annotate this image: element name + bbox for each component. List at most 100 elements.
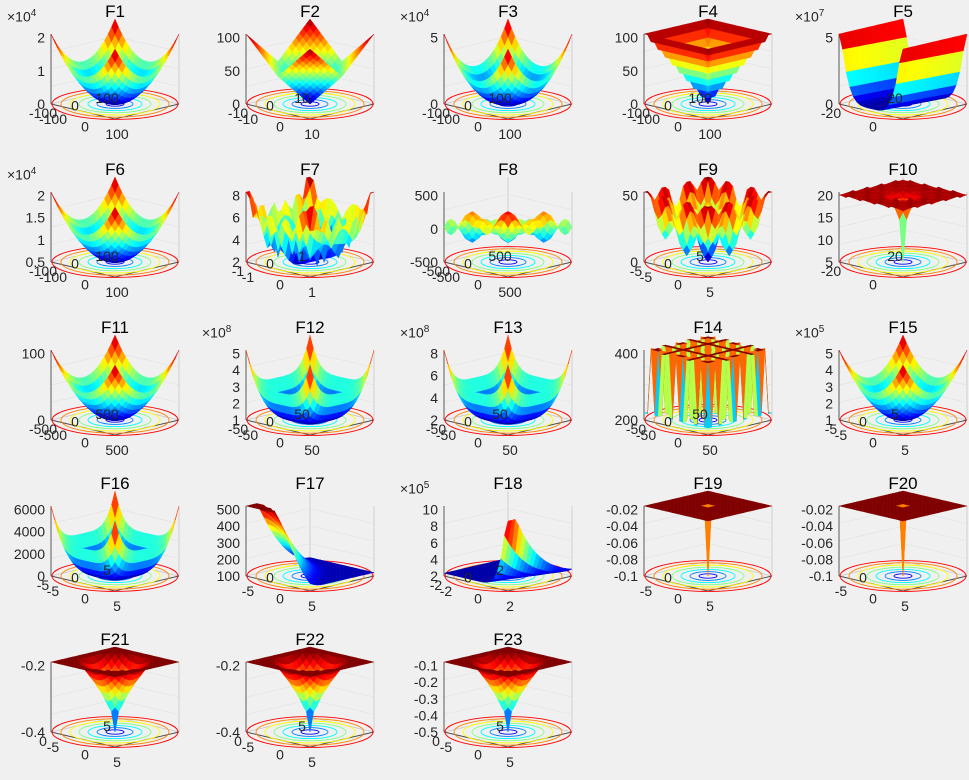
z-tick-label: 8 <box>430 346 438 362</box>
z-exponent-label: ×104 <box>7 8 36 25</box>
z-exponent-base: ×10 <box>400 9 424 25</box>
x-tick-label: 0 <box>674 119 682 135</box>
x-tick-label: 100 <box>498 126 522 142</box>
axis-line <box>508 195 572 210</box>
subplot-title: F11 <box>45 318 185 338</box>
axis-line <box>903 230 967 245</box>
z-exponent-label: ×108 <box>202 324 231 341</box>
surface-mesh <box>246 19 374 104</box>
surface-mesh <box>444 335 572 424</box>
subplot-title: F13 <box>438 318 578 338</box>
y-tick-label: -100 <box>622 105 650 121</box>
x-tick-label: 100 <box>105 284 129 300</box>
z-tick-label: 10 <box>817 232 833 248</box>
x-tick-label: 0 <box>869 119 877 135</box>
y-tick-label: 0 <box>464 414 472 430</box>
y-tick-label: -10 <box>228 105 248 121</box>
y-tick-label: 0 <box>266 256 274 272</box>
subplot-title: F9 <box>638 160 778 180</box>
y-tick-label: 0 <box>664 256 672 272</box>
y-tick-label: -100 <box>29 105 57 121</box>
subplot-title: F6 <box>45 160 185 180</box>
z-tick-label: 5 <box>430 30 438 46</box>
y-tick-label: 10 <box>294 90 310 106</box>
x-tick-label: 100 <box>105 126 129 142</box>
z-exponent-label: ×107 <box>795 8 824 25</box>
x-tick-label: 0 <box>81 435 89 451</box>
x-tick-label: 500 <box>105 442 129 458</box>
z-tick-label: 20 <box>817 188 833 204</box>
z-exponent-power: 4 <box>31 8 37 19</box>
y-tick-label: 100 <box>95 248 119 264</box>
x-tick-label: 1 <box>308 284 316 300</box>
y-tick-label: -50 <box>228 421 248 437</box>
z-tick-label: 1 <box>37 63 45 79</box>
y-tick-label: 100 <box>488 90 512 106</box>
x-tick-label: 50 <box>304 442 320 458</box>
y-tick-label: -50 <box>426 421 446 437</box>
z-exponent-base: ×10 <box>7 167 31 183</box>
z-tick-label: 5 <box>825 30 833 46</box>
z-exponent-label: ×104 <box>7 166 36 183</box>
y-tick-label: 5 <box>696 248 704 264</box>
surface-mesh <box>644 177 772 262</box>
z-tick-label: 2 <box>37 30 45 46</box>
z-tick-label: 15 <box>817 210 833 226</box>
x-tick-label: 0 <box>81 119 89 135</box>
z-tick-label: 4 <box>430 390 438 406</box>
z-tick-label: 4 <box>232 362 240 378</box>
z-exponent-base: ×10 <box>202 325 226 341</box>
y-tick-label: 100 <box>95 90 119 106</box>
y-tick-label: 100 <box>688 90 712 106</box>
z-tick-label: 1.5 <box>26 210 46 226</box>
z-tick-label: 8 <box>232 188 240 204</box>
subplot-title: F1 <box>45 2 185 22</box>
z-tick-label: 5 <box>232 346 240 362</box>
z-tick-label: 100 <box>22 346 46 362</box>
y-tick-label: 0 <box>266 98 274 114</box>
y-tick-label: 50 <box>294 406 310 422</box>
z-tick-label: 6 <box>232 210 240 226</box>
y-tick-label: 0 <box>266 414 274 430</box>
surface-patch <box>765 350 772 414</box>
z-exponent-power: 8 <box>424 324 430 335</box>
subplot-title: F5 <box>833 2 969 22</box>
subplot-title: F8 <box>438 160 578 180</box>
subplot-title: F3 <box>438 2 578 22</box>
z-exponent-base: ×10 <box>400 325 424 341</box>
surface-mesh <box>444 212 572 243</box>
x-tick-label: 500 <box>498 284 522 300</box>
z-exponent-label: ×108 <box>400 324 429 341</box>
z-tick-label: 100 <box>217 30 241 46</box>
x-tick-label: 0 <box>276 277 284 293</box>
surface-mesh <box>839 180 967 262</box>
z-tick-label: 500 <box>415 188 439 204</box>
x-tick-label: 0 <box>474 277 482 293</box>
z-tick-label: 2 <box>37 188 45 204</box>
subplot-title: F2 <box>240 2 380 22</box>
subplot-title: F7 <box>240 160 380 180</box>
subplot-title: F12 <box>240 318 380 338</box>
z-tick-label: 50 <box>622 188 638 204</box>
z-tick-label: 100 <box>615 30 639 46</box>
z-tick-label: 2 <box>232 395 240 411</box>
x-tick-label: 0 <box>869 277 877 293</box>
surface-patch <box>644 350 651 414</box>
z-tick-label: 0 <box>430 221 438 237</box>
